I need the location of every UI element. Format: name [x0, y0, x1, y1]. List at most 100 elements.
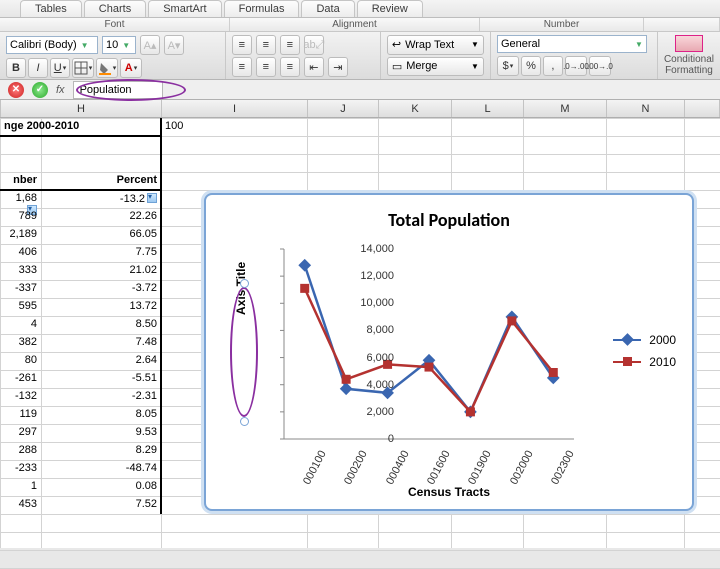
- selection-handle[interactable]: [240, 417, 249, 426]
- column-header[interactable]: J: [308, 100, 379, 117]
- align-middle-icon[interactable]: ≡: [256, 35, 276, 55]
- cell[interactable]: 333: [0, 262, 41, 278]
- cell[interactable]: 0.08: [41, 478, 161, 494]
- cell[interactable]: 80: [0, 352, 41, 368]
- currency-button[interactable]: $▾: [497, 56, 519, 76]
- chart-x-tick: 002000: [508, 449, 536, 487]
- increase-indent-icon[interactable]: ⇥: [328, 57, 348, 77]
- cell[interactable]: 7.52: [41, 496, 161, 512]
- cell[interactable]: 21.02: [41, 262, 161, 278]
- annotation-oval-axis-title: [230, 287, 258, 417]
- cell[interactable]: -261: [0, 370, 41, 386]
- comma-button[interactable]: ,: [543, 56, 563, 76]
- cell[interactable]: 7.75: [41, 244, 161, 260]
- tab-tables[interactable]: Tables: [20, 0, 82, 17]
- tab-review[interactable]: Review: [357, 0, 423, 17]
- wrap-merge-group: ↩Wrap Text▼ ▭Merge▼: [381, 32, 491, 79]
- chart-object[interactable]: Total Population Census Tracts Axis Titl…: [204, 193, 694, 511]
- accept-icon[interactable]: ✓: [32, 82, 48, 98]
- selection-handle[interactable]: [240, 279, 249, 288]
- column-header[interactable]: N: [607, 100, 685, 117]
- column-header[interactable]: H: [1, 100, 162, 117]
- column-header[interactable]: M: [524, 100, 607, 117]
- cell[interactable]: 297: [0, 424, 41, 440]
- cell[interactable]: -13.2: [41, 190, 161, 207]
- cell[interactable]: -2.31: [41, 388, 161, 404]
- column-header[interactable]: K: [379, 100, 452, 117]
- decrease-decimal-icon[interactable]: .00→.0: [589, 56, 611, 76]
- tab-smartart[interactable]: SmartArt: [148, 0, 221, 17]
- cell[interactable]: Percent: [41, 172, 161, 188]
- chart-lines: [284, 249, 574, 439]
- number-format-combo[interactable]: General▼: [497, 35, 647, 53]
- cell[interactable]: 453: [0, 496, 41, 512]
- cell[interactable]: 66.05: [41, 226, 161, 242]
- cell[interactable]: -233: [0, 460, 41, 476]
- cell[interactable]: 406: [0, 244, 41, 260]
- cell[interactable]: 119: [0, 406, 41, 422]
- chart-x-tick: 001600: [425, 449, 453, 487]
- ribbon-tabs: Tables Charts SmartArt Formulas Data Rev…: [0, 0, 720, 18]
- tab-charts[interactable]: Charts: [84, 0, 146, 17]
- cell[interactable]: -337: [0, 280, 41, 296]
- cell[interactable]: -3.72: [41, 280, 161, 296]
- align-bottom-icon[interactable]: ≡: [280, 35, 300, 55]
- merge-button[interactable]: ▭Merge▼: [387, 57, 484, 77]
- tab-formulas[interactable]: Formulas: [224, 0, 300, 17]
- cell[interactable]: 13.72: [41, 298, 161, 314]
- chart-y-tick: 2,000: [342, 406, 394, 418]
- fill-color-button[interactable]: ▾: [96, 58, 118, 78]
- font-color-button[interactable]: A▾: [120, 58, 142, 78]
- cell[interactable]: -5.51: [41, 370, 161, 386]
- chart-y-tick: 0: [342, 433, 394, 445]
- cell[interactable]: nber: [0, 172, 41, 188]
- cell[interactable]: 7.48: [41, 334, 161, 350]
- ribbon-group-labels: Font Alignment Number: [0, 18, 720, 32]
- cell[interactable]: 4: [0, 316, 41, 332]
- cell[interactable]: 595: [0, 298, 41, 314]
- border-button[interactable]: ▾: [72, 58, 94, 78]
- cancel-icon[interactable]: ✕: [8, 82, 24, 98]
- increase-font-icon[interactable]: A▴: [140, 35, 160, 55]
- column-header[interactable]: I: [162, 100, 308, 117]
- font-name-combo[interactable]: Calibri (Body)▼: [6, 36, 98, 54]
- cell[interactable]: 8.29: [41, 442, 161, 458]
- align-top-icon[interactable]: ≡: [232, 35, 252, 55]
- chart-x-tick: 001900: [466, 449, 494, 487]
- cell[interactable]: 789: [0, 208, 41, 224]
- cell[interactable]: nge 2000-2010: [0, 118, 130, 134]
- cell[interactable]: 2,189: [0, 226, 41, 242]
- cell[interactable]: -132: [0, 388, 41, 404]
- column-header[interactable]: L: [452, 100, 524, 117]
- decrease-font-icon[interactable]: A▾: [164, 35, 184, 55]
- increase-decimal-icon[interactable]: .0→.00: [565, 56, 587, 76]
- cell[interactable]: 9.53: [41, 424, 161, 440]
- cell[interactable]: 1: [0, 478, 41, 494]
- spreadsheet-grid[interactable]: nge 2000-2010100nberPercent1,68-13.27892…: [0, 118, 720, 548]
- column-headers: HIJKLMN: [0, 100, 720, 118]
- chart-plot-area: [284, 249, 574, 439]
- cell[interactable]: -48.74: [41, 460, 161, 476]
- underline-button[interactable]: U▾: [50, 58, 70, 78]
- cell[interactable]: 100: [161, 118, 241, 134]
- wrap-text-button[interactable]: ↩Wrap Text▼: [387, 35, 484, 55]
- conditional-formatting-button[interactable]: Conditional Formatting: [658, 32, 720, 79]
- conditional-formatting-icon: [675, 35, 703, 52]
- decrease-indent-icon[interactable]: ⇤: [304, 57, 324, 77]
- cell[interactable]: 8.05: [41, 406, 161, 422]
- cell[interactable]: 382: [0, 334, 41, 350]
- cell[interactable]: 2.64: [41, 352, 161, 368]
- cell[interactable]: 22.26: [41, 208, 161, 224]
- align-left-icon[interactable]: ≡: [232, 57, 252, 77]
- formula-input[interactable]: Population: [73, 81, 163, 99]
- bold-button[interactable]: B: [6, 58, 26, 78]
- align-center-icon[interactable]: ≡: [256, 57, 276, 77]
- tab-data[interactable]: Data: [301, 0, 354, 17]
- cell[interactable]: 8.50: [41, 316, 161, 332]
- orientation-button[interactable]: ab⤢: [304, 35, 324, 55]
- cell[interactable]: 288: [0, 442, 41, 458]
- italic-button[interactable]: I: [28, 58, 48, 78]
- align-right-icon[interactable]: ≡: [280, 57, 300, 77]
- percent-button[interactable]: %: [521, 56, 541, 76]
- font-size-combo[interactable]: 10▼: [102, 36, 136, 54]
